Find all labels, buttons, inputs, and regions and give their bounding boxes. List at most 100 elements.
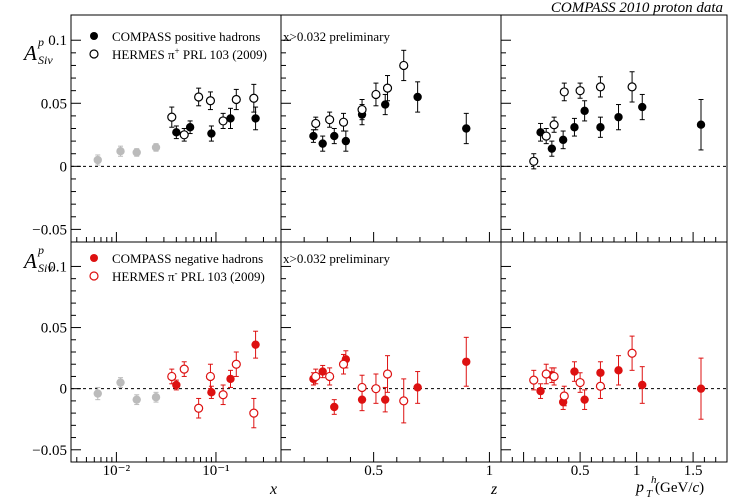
data-point-filled — [558, 135, 568, 145]
x-tick-label: 10⁻¹ — [202, 463, 229, 479]
legend-top-note: x>0.032 preliminary — [283, 29, 390, 44]
data-point-open — [311, 118, 321, 129]
y-tick-label: 0.05 — [41, 321, 67, 337]
data-point-open — [231, 94, 241, 105]
legend-hermes-marker — [89, 49, 99, 59]
data-point-open — [399, 60, 409, 71]
data-point-filled — [151, 143, 161, 152]
data-point-open — [179, 364, 189, 374]
y-label-sub: Siv — [38, 261, 53, 275]
data-point-filled — [172, 128, 181, 137]
legend-compass-marker — [90, 254, 98, 262]
data-point-filled — [132, 395, 141, 404]
data-point-filled — [309, 131, 318, 141]
data-point-open — [399, 396, 409, 406]
data-point-open — [549, 371, 559, 382]
legend-compass-label: COMPASS negative hadrons — [112, 251, 263, 266]
data-point-filled — [696, 384, 706, 393]
y-tick-label: 0 — [60, 382, 68, 398]
pt-sub: T — [646, 488, 653, 499]
data-point-filled — [462, 124, 471, 133]
data-point-open — [559, 391, 569, 401]
data-point-filled — [381, 395, 390, 404]
y-tick-label: 0 — [60, 159, 68, 175]
data-point-filled — [614, 366, 623, 375]
y-label-sup: p — [37, 243, 44, 257]
data-point-filled — [614, 112, 623, 122]
y-axis-label-top: A p Siv — [22, 35, 53, 67]
data-point-open — [167, 112, 177, 122]
data-point-open — [575, 86, 585, 96]
y-axis-label-bottom: A p Siv — [22, 243, 53, 275]
data-point-open — [205, 371, 216, 382]
data-point-filled — [207, 129, 216, 138]
legend-compass-label: COMPASS positive hadrons — [112, 29, 260, 44]
data-point-open — [595, 381, 606, 391]
data-point-filled — [536, 386, 545, 396]
x-axis-label-x: x — [269, 481, 277, 498]
figure-title: COMPASS 2010 proton data — [551, 0, 723, 16]
legend-top: COMPASS positive hadrons HERMES π+ PRL 1… — [89, 29, 390, 62]
data-point-open — [325, 371, 335, 382]
legend-hermes-label: HERMES π+ PRL 103 (2009) — [112, 46, 267, 62]
data-point-open — [541, 369, 551, 379]
x-tick-label: 10⁻² — [103, 463, 131, 479]
y-tick-label: −0.05 — [32, 443, 67, 459]
pt-unit: (GeV/c) — [655, 480, 704, 496]
data-point-filled — [251, 340, 260, 349]
x-axis-label-z: z — [490, 481, 498, 498]
data-point-open — [311, 371, 321, 382]
data-point-filled — [330, 131, 339, 141]
data-point-filled — [596, 123, 605, 132]
data-point-filled — [151, 393, 161, 402]
data-point-filled — [318, 367, 327, 376]
y-tick-label: −0.05 — [32, 222, 67, 238]
y-label-sup: p — [37, 35, 44, 49]
data-point-open — [325, 115, 335, 125]
data-point-open — [249, 93, 259, 103]
data-point-filled — [381, 100, 390, 109]
data-point-filled — [638, 102, 647, 112]
data-point-open — [382, 369, 393, 379]
data-point-open — [194, 92, 204, 102]
y-tick-label: 0.05 — [41, 96, 67, 112]
data-point-filled — [638, 380, 647, 390]
data-point-filled — [462, 357, 471, 366]
data-point-filled — [207, 388, 216, 397]
legend-hermes-label: HERMES π- PRL 103 (2009) — [112, 268, 265, 284]
legend-hermes-marker — [89, 271, 99, 281]
data-point-filled — [185, 123, 195, 132]
data-point-open — [575, 377, 585, 388]
legend-compass-marker — [90, 32, 98, 40]
data-point-open — [549, 120, 559, 130]
y-tick-label: 0.1 — [48, 33, 67, 49]
data-point-filled — [413, 383, 422, 392]
data-point-filled — [570, 123, 579, 132]
data-point-filled — [341, 136, 351, 146]
x-tick-label: 1.5 — [684, 463, 703, 479]
legend-bottom-note: x>0.032 preliminary — [283, 251, 390, 266]
data-point-filled — [226, 114, 235, 123]
data-point-open — [338, 117, 349, 127]
data-point-open — [627, 348, 637, 358]
data-point-open — [595, 82, 606, 92]
data-point-open — [541, 131, 551, 141]
data-point-filled — [547, 144, 557, 153]
data-point-filled — [580, 395, 589, 404]
data-point-filled — [580, 106, 589, 116]
data-point-open — [529, 375, 539, 385]
data-point-open — [371, 384, 381, 394]
data-point-open — [559, 87, 569, 97]
plot-frame — [70, 14, 728, 463]
data-point-open — [179, 130, 189, 140]
data-point-filled — [413, 92, 422, 102]
data-point-open — [371, 89, 381, 100]
data-point-open — [167, 371, 177, 382]
data-point-open — [205, 96, 216, 106]
chart-marks: −0.05 0 0.05 0.1 10⁻² 10⁻¹ −0.05 0 0.05 0.1 0.5 1 0.… — [32, 33, 728, 479]
data-point-filled — [570, 367, 579, 376]
data-point-open — [194, 403, 204, 413]
data-point-filled — [318, 139, 327, 148]
